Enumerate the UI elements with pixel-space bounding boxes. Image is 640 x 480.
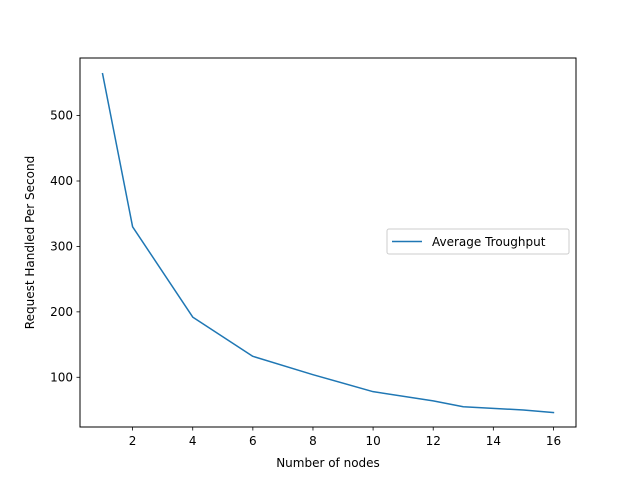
legend-entry-label: Average Troughput xyxy=(432,235,546,249)
x-axis-label: Number of nodes xyxy=(276,456,380,470)
x-tick-label: 14 xyxy=(486,434,501,448)
x-tick-label: 8 xyxy=(309,434,317,448)
series-line-0 xyxy=(101,72,555,414)
x-tick-label: 2 xyxy=(129,434,137,448)
y-axis-label: Request Handled Per Second xyxy=(23,156,37,329)
plot-area xyxy=(101,72,555,414)
x-tick-label: 6 xyxy=(249,434,257,448)
legend: Average Troughput xyxy=(386,228,570,255)
x-axis: 2 4 6 8 10 12 14 16 xyxy=(129,427,561,448)
y-tick-label: 500 xyxy=(50,109,73,123)
legend-box xyxy=(386,228,570,255)
y-tick-label: 100 xyxy=(50,370,73,384)
x-tick-label: 4 xyxy=(189,434,197,448)
axes-frame xyxy=(79,57,577,428)
x-tick-label: 10 xyxy=(365,434,380,448)
x-tick-label: 12 xyxy=(426,434,441,448)
y-tick-label: 200 xyxy=(50,305,73,319)
y-tick-label: 400 xyxy=(50,174,73,188)
y-tick-label: 300 xyxy=(50,239,73,253)
x-tick-label: 16 xyxy=(546,434,561,448)
y-axis: 100 200 300 400 500 xyxy=(50,109,80,384)
